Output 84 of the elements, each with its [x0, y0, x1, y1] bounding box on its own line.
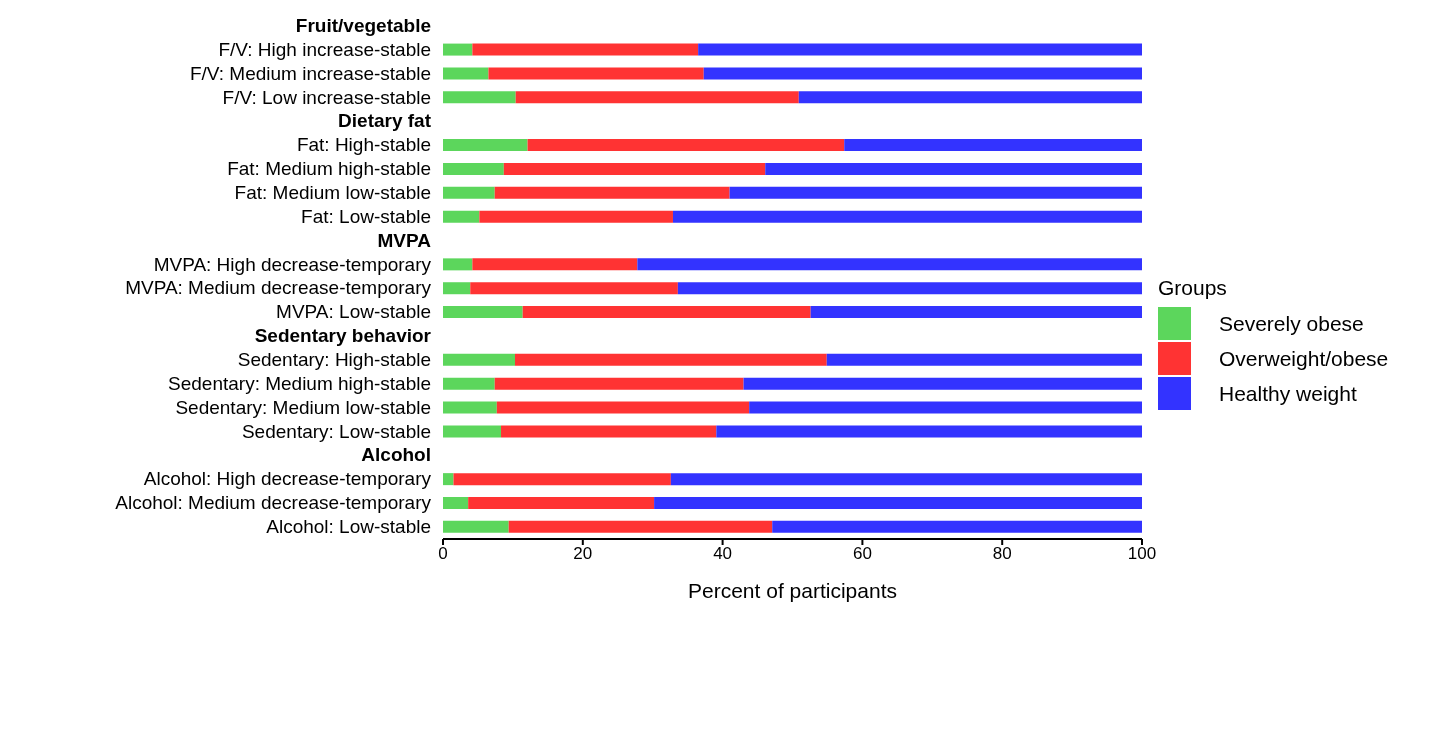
bar: [488, 67, 704, 80]
y-tick-label: Dietary fat: [338, 110, 432, 132]
bar: [443, 401, 497, 414]
bar: [443, 497, 469, 509]
bar: [729, 186, 1142, 199]
bar: [743, 377, 1142, 390]
x-axis-title: Percent of participants: [688, 578, 897, 602]
bar: [672, 210, 1142, 223]
y-tick-label: MVPA: Low-stable: [276, 301, 431, 323]
y-tick-label: MVPA: Medium decrease-temporary: [125, 277, 432, 299]
y-tick-label: MVPA: [377, 229, 432, 251]
bar: [501, 425, 717, 438]
bar: [637, 258, 1142, 271]
y-tick-label: MVPA: High decrease-temporary: [153, 253, 432, 275]
legend-label: Severely obese: [1219, 311, 1364, 336]
bar: [443, 43, 473, 56]
x-tick-label: 80: [992, 544, 1012, 564]
bar: [472, 43, 699, 56]
bar: [508, 520, 773, 533]
y-tick-label: Alcohol: High decrease-temporary: [143, 468, 432, 490]
bar: [443, 139, 528, 152]
bar: [494, 186, 730, 199]
y-tick-label: F/V: Low increase-stable: [222, 86, 431, 108]
bar: [443, 67, 489, 80]
bar: [494, 377, 744, 390]
y-tick-label: Fat: Medium high-stable: [227, 158, 431, 180]
y-tick-label: F/V: Medium increase-stable: [189, 62, 431, 84]
x-tick-label: 20: [573, 544, 593, 564]
legend-label: Healthy weight: [1219, 381, 1357, 406]
bar: [515, 353, 827, 366]
legend-title: Groups: [1158, 276, 1228, 300]
x-tick-label: 60: [852, 544, 872, 564]
bar: [670, 473, 1142, 486]
bar: [443, 520, 509, 533]
y-tick-label: F/V: High increase-stable: [218, 38, 431, 60]
x-tick-label: 100: [1127, 544, 1157, 564]
y-tick-label: Fruit/vegetable: [295, 14, 431, 36]
bar: [472, 258, 638, 271]
bar: [443, 258, 473, 271]
bar: [443, 162, 504, 175]
bar: [443, 210, 480, 223]
bar: [522, 306, 811, 319]
y-tick-label: Sedentary: Low-stable: [241, 420, 431, 442]
bar: [844, 139, 1142, 152]
bar: [716, 425, 1142, 438]
bar: [496, 401, 750, 414]
bar: [443, 91, 516, 104]
bar: [703, 67, 1142, 80]
y-tick-label: Fat: Low-stable: [301, 205, 431, 227]
y-tick-label: Fat: Medium low-stable: [234, 181, 431, 203]
bar: [749, 401, 1142, 414]
bar: [810, 306, 1142, 319]
bar: [443, 377, 495, 390]
bar: [443, 282, 471, 295]
legend-label: Overweight/obese: [1219, 346, 1389, 371]
bar: [515, 91, 799, 104]
bar: [677, 282, 1142, 295]
bar: [470, 282, 678, 295]
bar: [468, 497, 655, 509]
bar: [765, 162, 1142, 175]
bar: [698, 43, 1142, 56]
bar: [772, 520, 1142, 533]
bar: [503, 162, 766, 175]
bar: [798, 91, 1142, 104]
y-tick-label: Sedentary: High-stable: [237, 349, 431, 371]
bar: [443, 353, 515, 366]
x-tick-label: 40: [713, 544, 733, 564]
bar: [443, 425, 502, 438]
bar: [443, 473, 454, 486]
y-tick-label: Alcohol: Medium decrease-temporary: [115, 492, 432, 514]
bar: [443, 306, 523, 319]
bar: [826, 353, 1142, 366]
bar: [453, 473, 671, 486]
x-tick-label: 0: [438, 544, 448, 564]
y-tick-label: Sedentary: Medium low-stable: [175, 396, 431, 418]
y-tick-label: Fat: High-stable: [296, 134, 431, 156]
bar: [479, 210, 673, 223]
bar: [654, 497, 1142, 509]
y-tick-label: Alcohol: [361, 444, 431, 466]
bar: [443, 186, 495, 199]
bar: [527, 139, 845, 152]
y-tick-label: Sedentary: Medium high-stable: [168, 372, 431, 394]
y-tick-label: Sedentary behavior: [254, 325, 432, 347]
y-tick-label: Alcohol: Low-stable: [266, 516, 431, 538]
